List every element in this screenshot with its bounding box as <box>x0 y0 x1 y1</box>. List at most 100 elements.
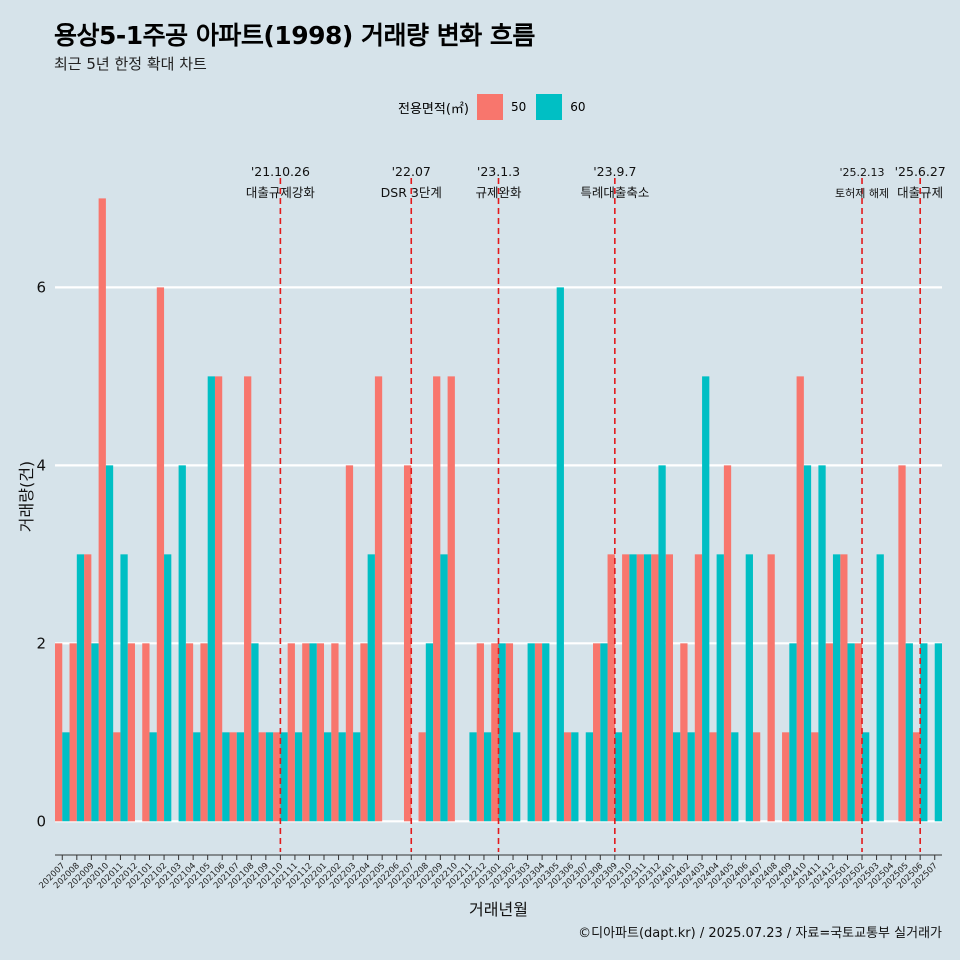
y-tick-label: 4 <box>36 456 46 474</box>
event-label-3: 특례대출축소 <box>580 185 649 200</box>
chart-legend: 전용면적(㎡) 50 60 <box>398 92 596 122</box>
bar-60-202112 <box>309 643 317 822</box>
bar-50-202505 <box>898 465 906 822</box>
bar-50-202109 <box>258 732 266 822</box>
bar-60-202104 <box>193 732 201 822</box>
bar-60-202201 <box>324 732 332 822</box>
y-axis-title: 거래량(건) <box>17 461 36 532</box>
bar-50-202205 <box>374 376 383 822</box>
bar-50-202009 <box>84 554 92 822</box>
y-tick-label: 2 <box>36 634 46 652</box>
bar-60-202307 <box>585 732 594 822</box>
event-date-5: '25.6.27 <box>895 164 946 179</box>
event-label-1: DSR 3단계 <box>381 185 442 200</box>
bar-50-202312 <box>651 554 659 822</box>
bar-50-202008 <box>69 643 77 822</box>
bar-50-202405 <box>723 465 732 822</box>
bar-60-202301 <box>498 643 506 822</box>
bar-60-202305 <box>556 287 564 822</box>
bar-50-202210 <box>447 376 455 822</box>
bar-60-202403 <box>702 376 710 822</box>
bar-60-202302 <box>513 732 521 822</box>
bar-60-202007 <box>62 732 70 822</box>
bar-60-202312 <box>658 465 666 822</box>
y-tick-label: 0 <box>36 812 46 830</box>
bar-60-202409 <box>789 643 797 822</box>
bar-50-202105 <box>200 643 208 822</box>
bar-50-202112 <box>302 643 310 822</box>
bar-50-202203 <box>345 465 354 822</box>
bar-60-202503 <box>876 554 884 822</box>
bar-60-202202 <box>338 732 346 822</box>
bar-50-202408 <box>767 554 775 822</box>
bar-60-202109 <box>265 732 274 822</box>
bar-50-202403 <box>694 554 703 822</box>
legend-title: 전용면적(㎡) <box>398 101 469 117</box>
bar-60-202505 <box>905 643 913 822</box>
bar-50-202012 <box>127 643 135 822</box>
legend-swatch-50 <box>476 94 503 120</box>
bar-50-202311 <box>636 554 644 822</box>
bar-50-202409 <box>782 732 790 822</box>
bar-50-202101 <box>142 643 150 822</box>
bar-50-202407 <box>752 732 761 822</box>
bar-50-202309 <box>607 554 615 822</box>
bar-50-202506 <box>912 732 921 822</box>
bar-60-202102 <box>164 554 172 822</box>
bar-60-202212 <box>483 732 492 822</box>
bar-60-202402 <box>687 732 695 822</box>
bar-50-202111 <box>287 643 295 822</box>
bar-60-202107 <box>236 732 245 822</box>
bar-60-202306 <box>571 732 579 822</box>
bar-50-202401 <box>665 554 673 822</box>
bar-60-202108 <box>251 643 259 822</box>
bar-60-202211 <box>469 732 477 822</box>
bar-60-202303 <box>527 643 535 822</box>
legend-label-50: 50 <box>510 100 527 114</box>
bar-60-202310 <box>629 554 637 822</box>
bar-50-202411 <box>811 732 819 822</box>
bar-50-202304 <box>534 643 543 822</box>
page-title: 용상5-1주공 아파트(1998) 거래량 변화 흐름 <box>54 21 535 50</box>
bar-60-202008 <box>76 554 85 822</box>
event-label-0: 대출규제강화 <box>246 185 316 200</box>
bar-50-202209 <box>433 376 441 822</box>
bar-50-202010 <box>98 198 106 822</box>
event-date-1: '22.07 <box>392 164 431 179</box>
bar-60-202405 <box>731 732 739 822</box>
page-subtitle: 최근 5년 한정 확대 차트 <box>54 55 207 73</box>
bar-50-202501 <box>840 554 848 822</box>
bar-50-202202 <box>331 643 339 822</box>
bar-60-202406 <box>745 554 753 822</box>
bar-50-202306 <box>563 732 572 822</box>
bar-60-202311 <box>643 554 652 822</box>
event-label-2: 규제완화 <box>475 185 522 200</box>
bar-50-202302 <box>505 643 514 822</box>
bar-50-202404 <box>709 732 717 822</box>
bar-50-202011 <box>113 732 121 822</box>
bar-50-202007 <box>55 643 63 822</box>
bar-60-202401 <box>672 732 681 822</box>
bar-50-202308 <box>593 643 601 822</box>
bar-50-202301 <box>491 643 499 822</box>
source-caption: ©디아파트(dapt.kr) / 2025.07.23 / 자료=국토교통부 실… <box>578 926 942 941</box>
x-axis-title: 거래년월 <box>469 900 528 919</box>
bar-60-202501 <box>847 643 855 822</box>
event-label-4: 토허제 해제 <box>835 186 889 200</box>
event-label-5: 대출규제 <box>897 185 943 200</box>
bar-50-202107 <box>229 732 237 822</box>
bar-60-202103 <box>178 465 186 822</box>
event-date-2: '23.1.3 <box>477 164 520 179</box>
bar-60-202502 <box>862 732 870 822</box>
bar-50-202201 <box>316 643 325 822</box>
bar-50-202102 <box>156 287 165 822</box>
bar-60-202106 <box>222 732 230 822</box>
y-tick-label: 6 <box>36 278 46 296</box>
bar-50-202110 <box>273 732 281 822</box>
legend-label-60: 60 <box>570 100 586 114</box>
bar-60-202309 <box>614 732 623 822</box>
bar-60-202203 <box>353 732 361 822</box>
bar-60-202105 <box>207 376 215 822</box>
bar-50-202412 <box>825 643 833 822</box>
